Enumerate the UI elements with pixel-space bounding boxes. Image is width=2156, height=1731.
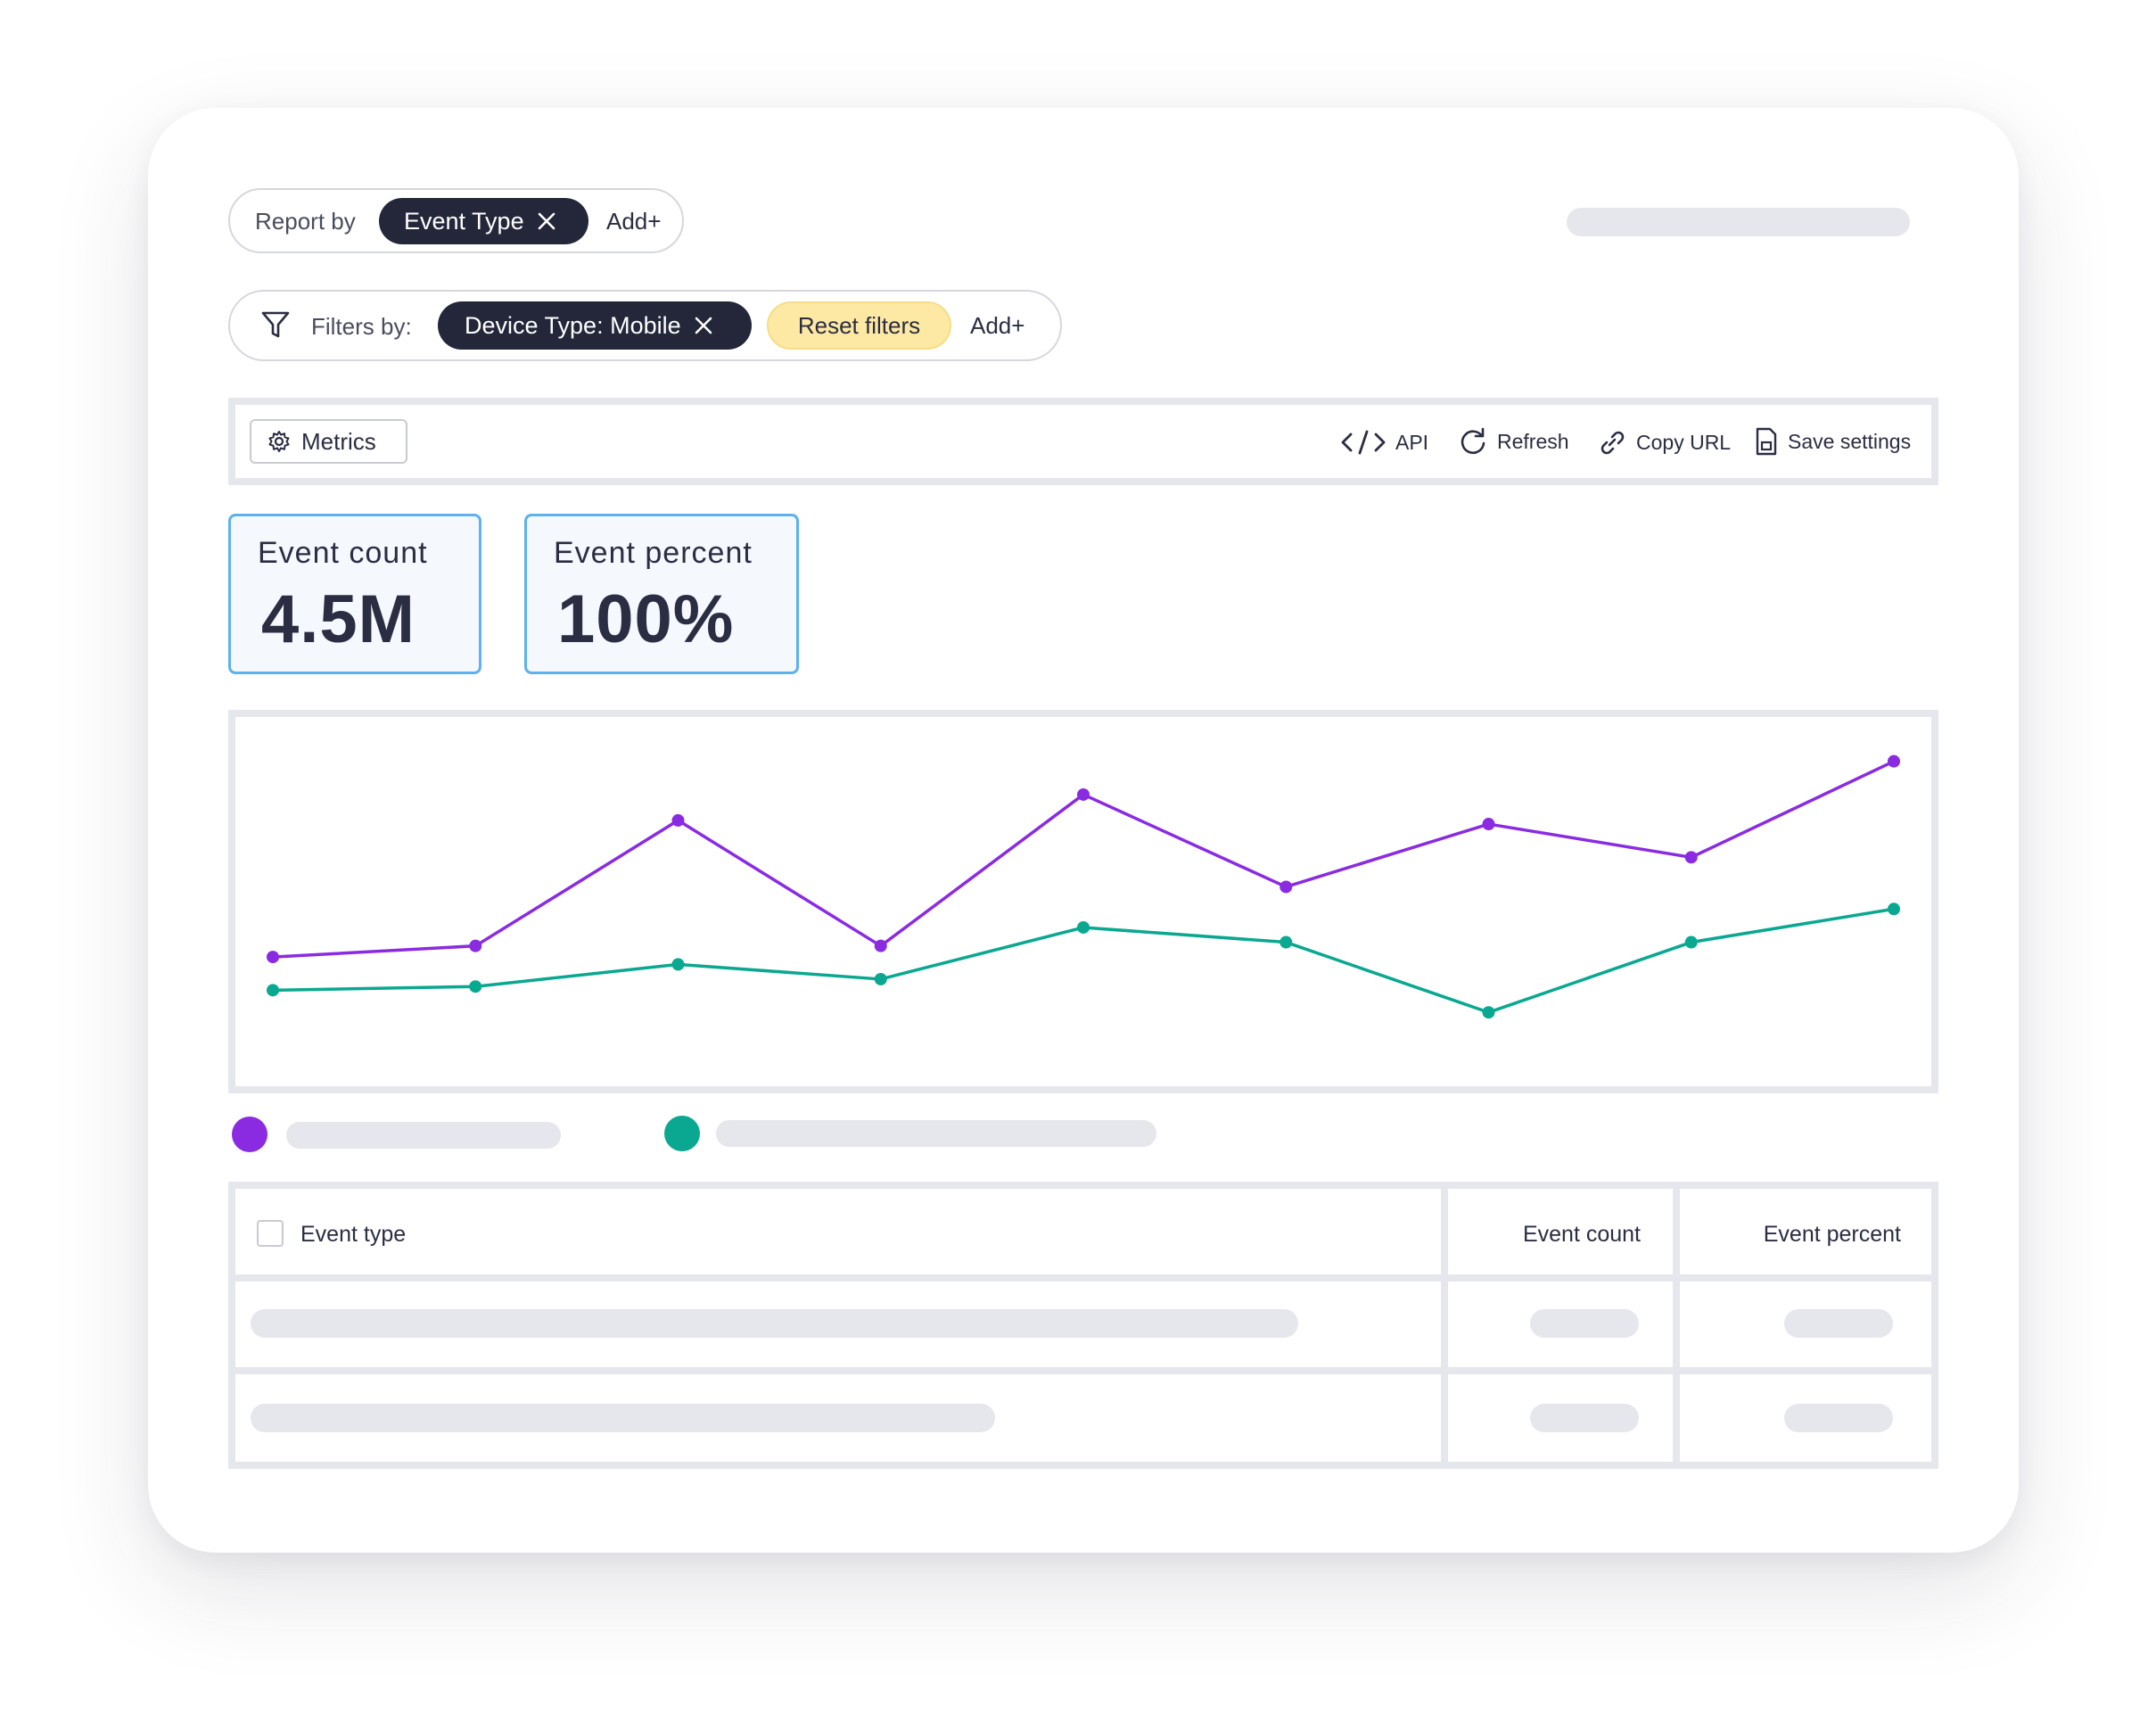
data-point-series-1-8[interactable] [1684, 851, 1698, 864]
metrics-button[interactable]: Metrics [250, 419, 407, 464]
close-icon[interactable] [537, 211, 556, 231]
data-point-series-2-1[interactable] [267, 984, 279, 997]
data-point-series-1-2[interactable] [469, 939, 482, 952]
data-point-series-2-9[interactable] [1888, 903, 1900, 916]
link-icon [1601, 431, 1625, 455]
table-row[interactable] [235, 1374, 1441, 1462]
data-point-series-1-5[interactable] [1077, 787, 1090, 801]
cell-skeleton [251, 1309, 1298, 1338]
report-by-chip[interactable]: Event Type [379, 198, 588, 244]
api-label: API [1395, 431, 1429, 454]
data-point-series-1-3[interactable] [671, 813, 685, 827]
reset-filters-label: Reset filters [797, 312, 921, 339]
data-point-series-2-5[interactable] [1077, 920, 1090, 934]
data-point-series-2-8[interactable] [1684, 936, 1698, 949]
table-cell [1448, 1374, 1673, 1462]
code-icon [1341, 430, 1386, 455]
report-by-label: Report by [255, 208, 356, 235]
table-row[interactable] [235, 1282, 1441, 1367]
legend-label-skeleton [716, 1120, 1156, 1147]
data-point-series-2-4[interactable] [874, 972, 887, 985]
refresh-label: Refresh [1497, 430, 1569, 453]
cell-skeleton [1530, 1404, 1639, 1432]
kpi-event-count[interactable]: Event count 4.5M [228, 514, 481, 674]
select-all-checkbox[interactable] [257, 1220, 284, 1247]
cell-skeleton [1530, 1309, 1639, 1338]
data-point-series-2-7[interactable] [1482, 1006, 1495, 1019]
report-by-bar [228, 188, 684, 253]
save-settings-label: Save settings [1788, 430, 1912, 453]
table-cell [1448, 1282, 1673, 1367]
kpi-label: Event percent [554, 536, 753, 570]
line-chart [267, 754, 1900, 1019]
kpi-event-percent[interactable]: Event percent 100% [524, 514, 799, 674]
gear-icon [268, 431, 290, 452]
report-by-chip-label: Event Type [404, 208, 524, 235]
cell-skeleton [251, 1404, 995, 1432]
kpi-label: Event count [258, 536, 428, 570]
cell-skeleton [1784, 1309, 1893, 1338]
filters-bar [228, 290, 1062, 361]
report-by-add-button[interactable]: Add+ [606, 208, 662, 235]
filters-add-button[interactable]: Add+ [970, 312, 1025, 339]
legend-dot-series-2 [664, 1116, 700, 1151]
data-table: Event type Event count Event percent [228, 1182, 1938, 1469]
data-point-series-1-6[interactable] [1280, 880, 1293, 894]
data-point-series-1-1[interactable] [267, 951, 279, 964]
close-icon[interactable] [694, 316, 713, 335]
legend-label-skeleton [286, 1122, 561, 1149]
kpi-value: 4.5M [261, 581, 416, 657]
header-cell-event-percent: Event percent [1680, 1189, 1931, 1274]
copy-url-label: Copy URL [1636, 431, 1732, 454]
data-point-series-1-9[interactable] [1888, 754, 1900, 768]
header-skeleton [1567, 208, 1910, 236]
column-header-event-percent[interactable]: Event percent [1763, 1222, 1901, 1247]
refresh-button[interactable]: Refresh [1458, 426, 1569, 457]
copy-url-button[interactable]: Copy URL [1597, 427, 1731, 457]
toolbar [228, 398, 1938, 485]
device-type-filter-chip[interactable]: Device Type: Mobile [438, 301, 752, 350]
header-cell-event-count: Event count [1448, 1189, 1673, 1274]
save-icon [1756, 427, 1777, 456]
metrics-label: Metrics [301, 427, 376, 455]
column-header-event-count[interactable]: Event count [1522, 1222, 1641, 1247]
refresh-icon [1461, 427, 1485, 455]
legend-dot-series-1 [232, 1117, 267, 1152]
filter-icon [261, 311, 290, 338]
header-cell-event-type: Event type [235, 1189, 1441, 1274]
device-type-filter-label: Device Type: Mobile [465, 312, 681, 339]
save-settings-button[interactable]: Save settings [1754, 426, 1911, 457]
api-button[interactable]: API [1340, 429, 1428, 456]
data-point-series-1-4[interactable] [874, 939, 887, 952]
data-point-series-2-3[interactable] [671, 958, 685, 971]
table-cell [1680, 1282, 1931, 1367]
data-point-series-2-2[interactable] [469, 980, 482, 993]
column-header-event-type[interactable]: Event type [300, 1222, 407, 1247]
table-cell [1680, 1374, 1931, 1462]
data-point-series-1-7[interactable] [1482, 818, 1495, 831]
reset-filters-button[interactable]: Reset filters [767, 301, 951, 350]
data-point-series-2-6[interactable] [1280, 936, 1293, 949]
chart-container [228, 710, 1938, 1093]
cell-skeleton [1784, 1404, 1893, 1432]
kpi-value: 100% [557, 581, 735, 657]
filters-label: Filters by: [311, 313, 412, 340]
